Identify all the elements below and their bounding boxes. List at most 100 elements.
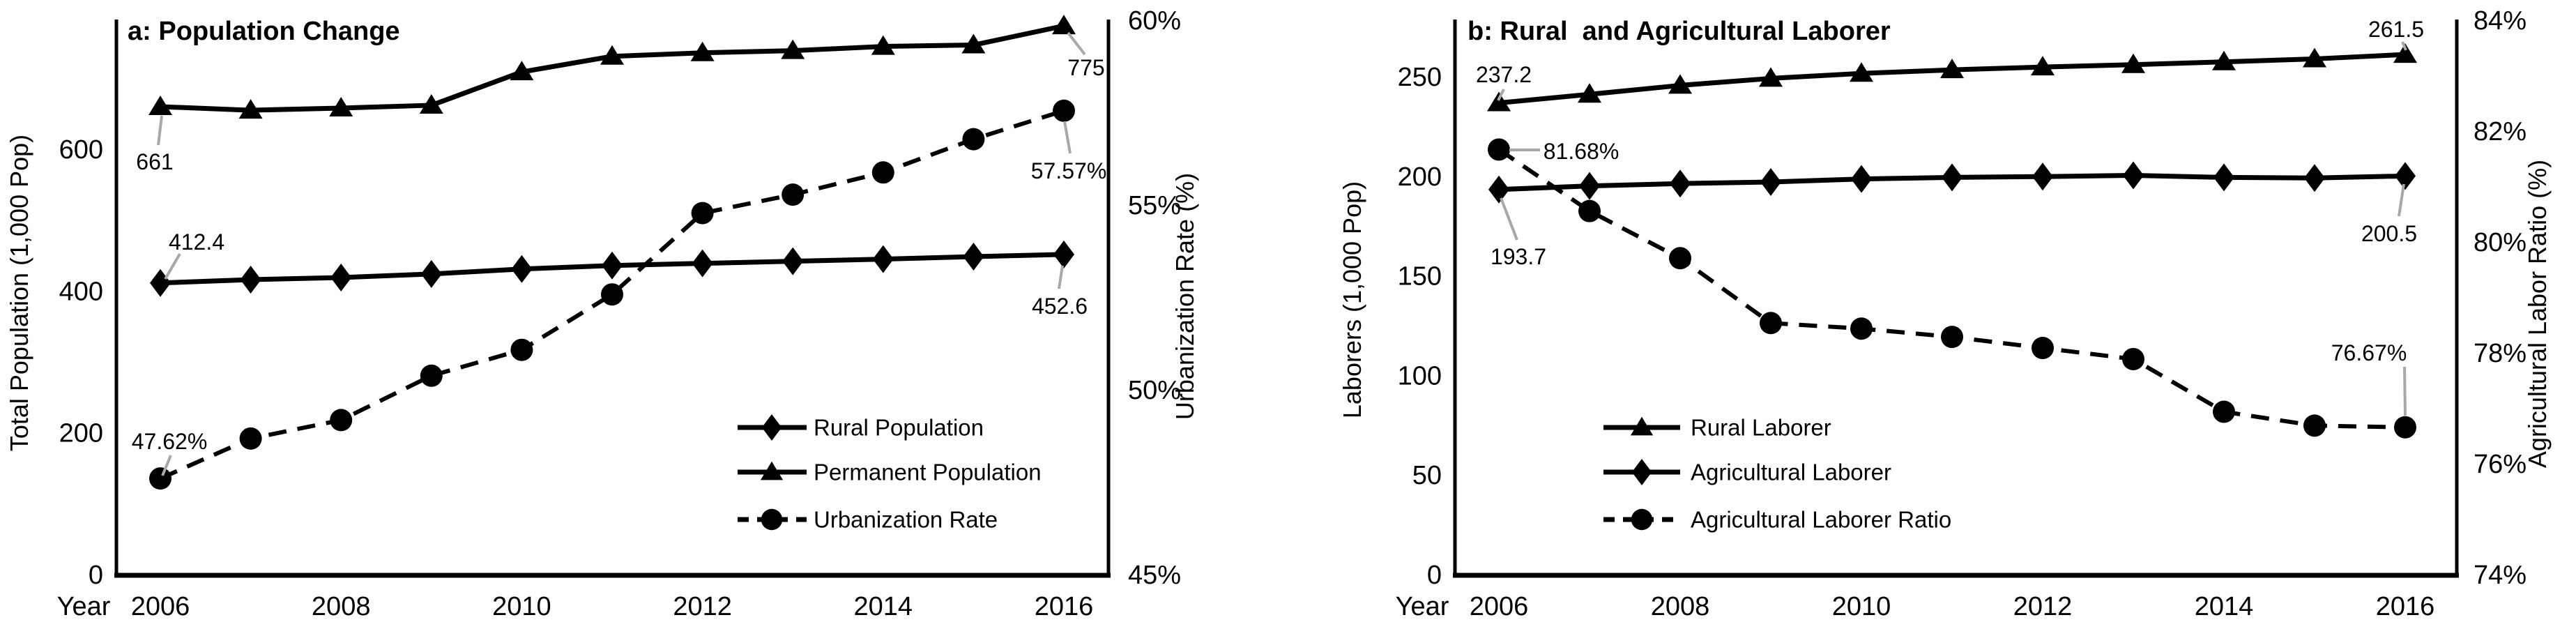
series-rural-population-diamond-marker: [602, 251, 623, 280]
label-leader-line: [2401, 41, 2407, 51]
series-permanent-population-triangle-marker: [600, 45, 624, 65]
series-agricultural-laborer-diamond-marker: [1488, 175, 1509, 204]
legend-label: Agricultural Laborer: [1691, 460, 1891, 485]
right-axis-tick-label: 82%: [2474, 117, 2527, 146]
series-permanent-population: [148, 15, 1076, 119]
series-agricultural-laborer-diamond-marker: [2032, 162, 2053, 191]
label-leader-line: [1058, 265, 1064, 289]
point-label: 193.7: [1491, 244, 1546, 269]
series-rural-laborer-triangle-marker: [1668, 74, 1692, 94]
x-axis-tick-label: 2012: [673, 592, 732, 621]
point-label-group: 237.2: [1476, 62, 1532, 101]
point-label-group: 193.7: [1491, 197, 1546, 269]
label-leader-line: [161, 455, 172, 476]
label-leader-line: [1500, 197, 1518, 241]
right-axis-tick-label: 74%: [2474, 561, 2527, 590]
legend-item-permanent-population: Permanent Population: [738, 460, 1042, 485]
x-axis-tick-label: 2008: [312, 592, 371, 621]
point-label-group: 661: [136, 115, 174, 174]
point-label: 661: [136, 149, 173, 174]
series-permanent-population-triangle-marker: [690, 41, 715, 61]
right-axis-tick-label: 50%: [1128, 376, 1181, 405]
series-urbanization-rate-circle-marker: [330, 409, 353, 432]
x-axis-tick-label: 2010: [492, 592, 551, 621]
right-axis-tick-label: 55%: [1128, 191, 1181, 220]
series-permanent-population-triangle-marker: [238, 99, 263, 119]
series-rural-population-diamond-marker: [240, 266, 261, 294]
series-agricultural-laborer-diamond-marker: [2304, 164, 2325, 192]
point-label-group: 76.67%: [2331, 340, 2407, 416]
series-rural-laborer-triangle-marker: [1578, 83, 1601, 103]
x-axis-tick-label: 2016: [1035, 592, 1094, 621]
point-label-group: 775: [1067, 31, 1105, 80]
label-leader-line: [157, 115, 163, 146]
chart-title: a: Population Change: [128, 17, 400, 46]
series-urbanization-rate-circle-marker: [239, 427, 262, 450]
x-axis-tick-label: 2006: [1470, 592, 1529, 621]
series-agricultural-laborer-diamond-marker: [2123, 161, 2144, 190]
series-rural-laborer-triangle-marker: [1487, 91, 1511, 112]
series-permanent-population-triangle-marker: [510, 61, 534, 81]
point-label-group: 452.6: [1032, 265, 1088, 319]
x-axis-tick-label: 2016: [2376, 592, 2435, 621]
point-label-group: 412.4: [164, 229, 224, 280]
point-label: 76.67%: [2331, 340, 2407, 365]
x-axis-tick-label: 2012: [2013, 592, 2073, 621]
point-label: 412.4: [169, 229, 224, 255]
series-rural-laborer-triangle-marker: [1850, 62, 1873, 82]
label-leader-line: [2398, 183, 2405, 217]
right-axis-title: Agricultural Labor Ratio (%): [2523, 160, 2552, 468]
series-agricultural-laborer-ratio-circle-marker: [1669, 247, 1691, 270]
series-urbanization-rate-circle-marker: [691, 202, 714, 225]
label-leader-line: [164, 252, 181, 280]
legend-rural-laborer-triangle-marker: [1630, 416, 1654, 436]
left-axis-tick-label: 250: [1398, 63, 1442, 92]
series-urbanization-rate: [149, 99, 1075, 490]
series-agricultural-laborer-ratio-circle-marker: [1941, 326, 1963, 349]
series-permanent-population-triangle-marker: [148, 95, 172, 115]
point-label: 47.62%: [132, 429, 208, 454]
label-leader-line: [2403, 366, 2407, 416]
series-rural-population: [150, 240, 1074, 297]
series-rural-laborer-triangle-marker: [2031, 56, 2055, 76]
legend-agricultural-laborer-diamond-marker: [1631, 459, 1652, 485]
left-axis-tick-label: 150: [1398, 262, 1442, 291]
legend-agricultural-laborer-ratio-circle-marker: [1631, 508, 1653, 531]
series-urbanization-rate-circle-marker: [149, 467, 172, 490]
chart-a: 0 200 400 600 45% 50% 55% 60% 2006 2008 2010 2012 20…: [5, 6, 1199, 621]
point-label: 261.5: [2368, 17, 2424, 42]
series-rural-laborer-triangle-marker: [2212, 50, 2236, 70]
series-permanent-population-triangle-marker: [329, 97, 353, 117]
left-axis-title: Total Population (1,000 Pop): [5, 135, 33, 451]
point-label: 452.6: [1032, 294, 1088, 319]
legend-item-agricultural-laborer: Agricultural Laborer: [1603, 459, 1891, 485]
left-axis-tick-label: 100: [1398, 361, 1442, 391]
series-rural-population-diamond-marker: [511, 255, 533, 283]
label-leader-line: [1067, 31, 1086, 56]
chart-title: b: Rural and Agricultural Laborer: [1468, 17, 1891, 46]
legend-item-urbanization-rate: Urbanization Rate: [738, 507, 998, 533]
series-permanent-population-triangle-marker: [871, 35, 895, 55]
right-axis-tick-label: 80%: [2474, 228, 2527, 257]
legend-label: Rural Population: [814, 415, 984, 441]
series-urbanization-rate-circle-marker: [782, 183, 805, 206]
x-axis-tick-label: 2010: [1832, 592, 1891, 621]
series-rural-population-diamond-marker: [782, 247, 804, 275]
point-label: 81.68%: [1544, 139, 1619, 164]
chart-b: 0 50 100 150 200 250 74% 76% 78% 80% 82% 84% 2006 200…: [1338, 6, 2552, 621]
series-rural-population-diamond-marker: [692, 249, 713, 278]
series-rural-population-diamond-marker: [963, 243, 984, 271]
series-agricultural-laborer-diamond-marker: [2213, 163, 2234, 192]
legend-label: Agricultural Laborer Ratio: [1691, 507, 1951, 533]
series-rural-laborer-triangle-marker: [2121, 53, 2145, 73]
legend-item-rural-laborer: Rural Laborer: [1603, 415, 1831, 441]
series-agricultural-laborer: [1488, 161, 2416, 204]
series-agricultural-laborer-diamond-marker: [1579, 172, 1600, 200]
series-permanent-population-triangle-marker: [419, 93, 443, 114]
series-agricultural-laborer-diamond-marker: [1851, 165, 1872, 193]
legend-item-agricultural-laborer-ratio: Agricultural Laborer Ratio: [1603, 507, 1951, 533]
legend-label: Urbanization Rate: [814, 507, 998, 533]
x-axis-tick-label: 2014: [2195, 592, 2254, 621]
